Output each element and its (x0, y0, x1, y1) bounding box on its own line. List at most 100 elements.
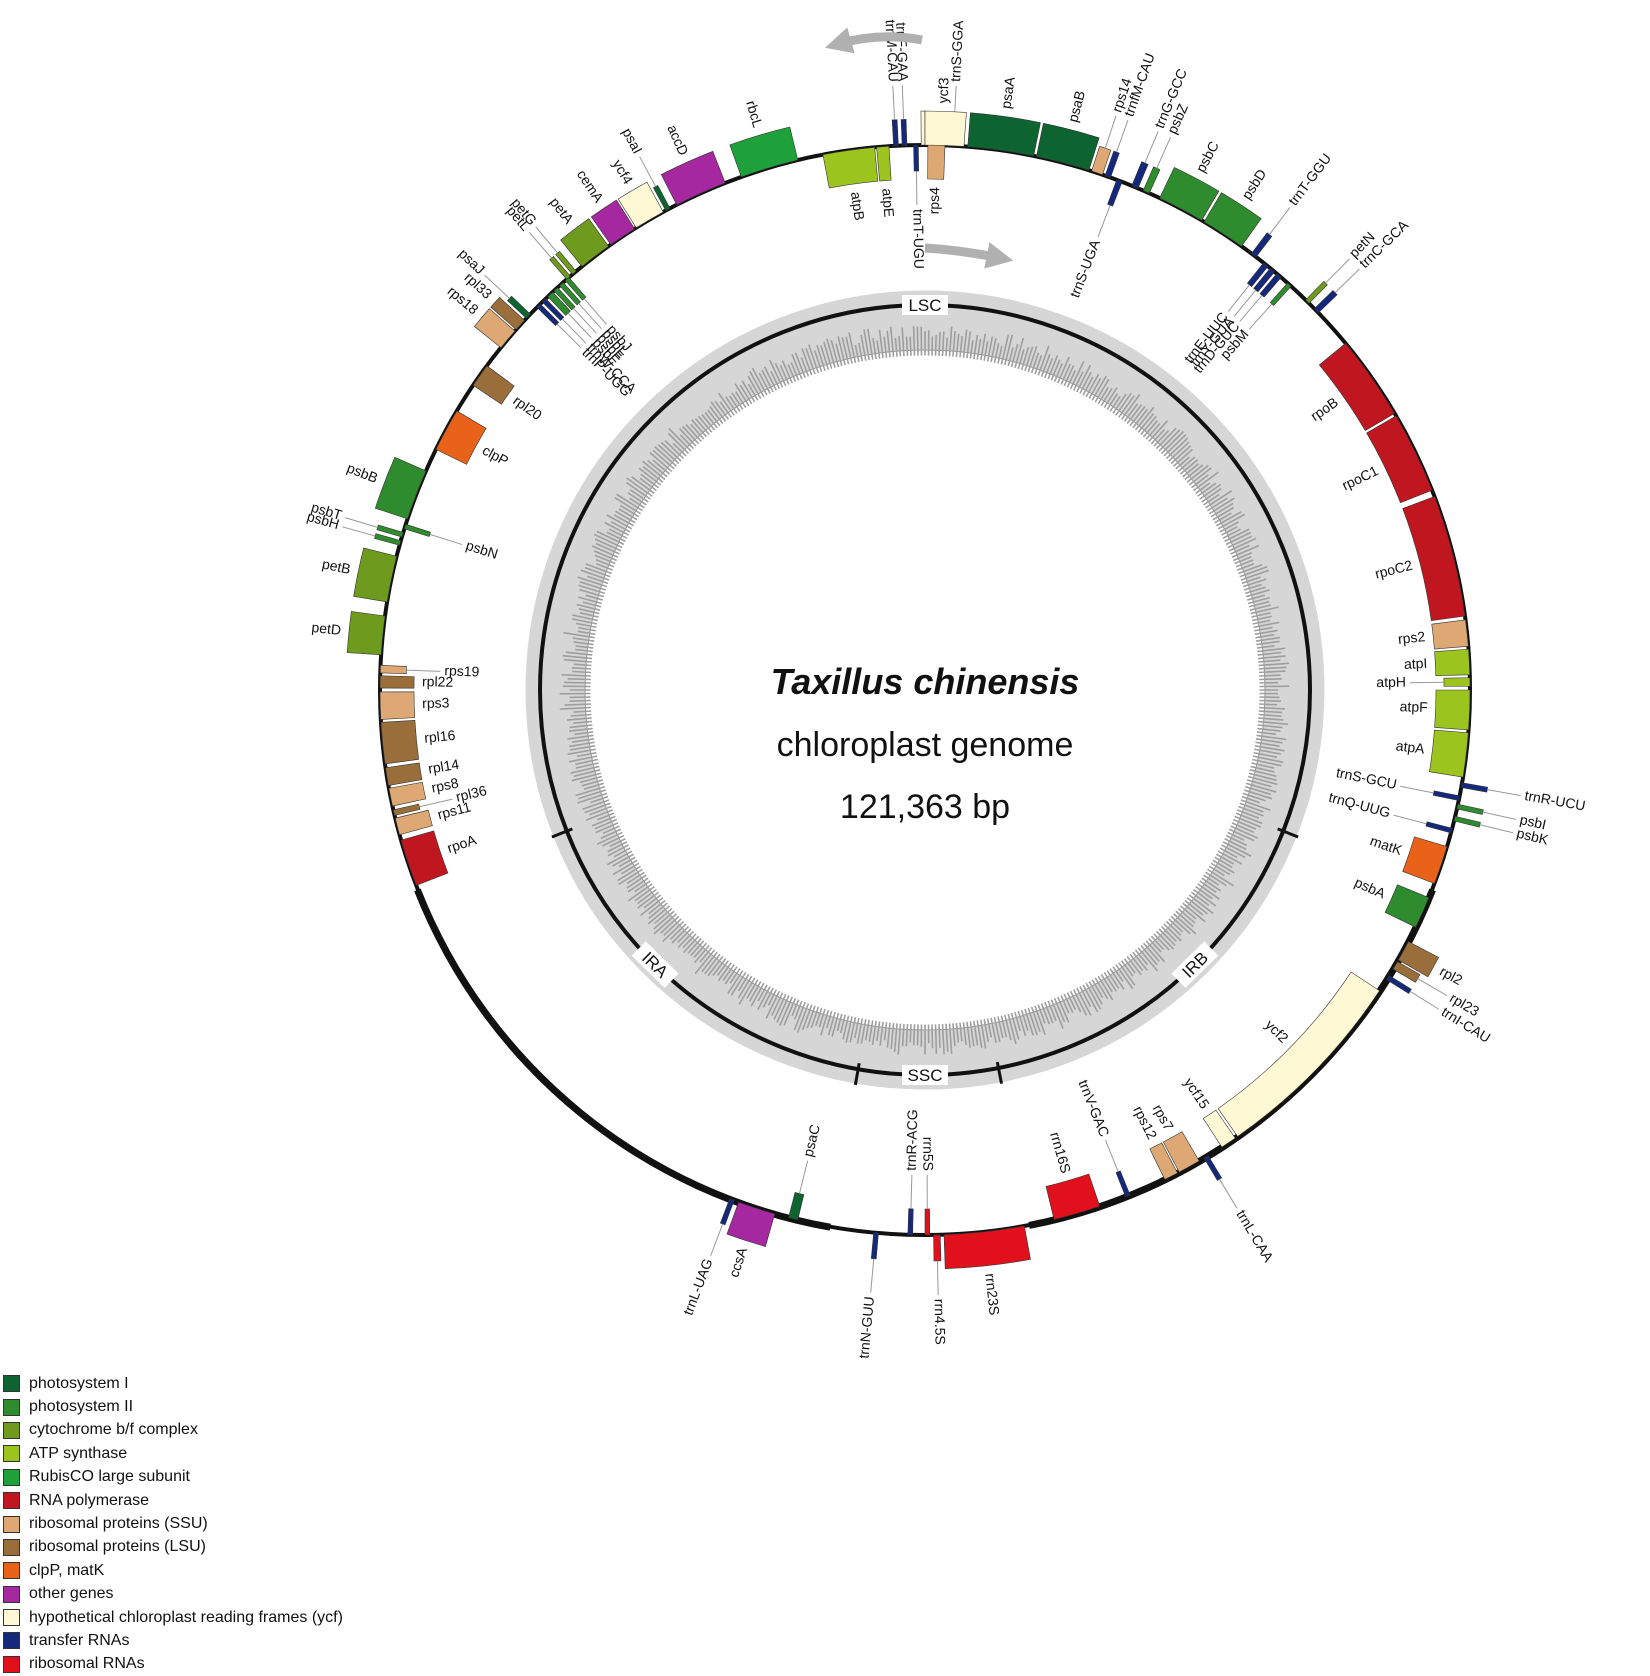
svg-text:psbD: psbD (1238, 166, 1269, 202)
gene-psbn: psbN (404, 524, 500, 562)
gene-matk: matK (1368, 832, 1447, 883)
gene-petd: petD (311, 611, 385, 654)
svg-text:psaI: psaI (619, 125, 646, 156)
legend-swatch (3, 1632, 20, 1649)
svg-text:atpF: atpF (1399, 698, 1428, 715)
svg-text:rrn5S: rrn5S (920, 1137, 936, 1171)
svg-text:petD: petD (311, 619, 342, 638)
svg-text:rpl16: rpl16 (423, 727, 456, 746)
legend-item-5: RNA polymerase (3, 1489, 343, 1512)
svg-text:atpH: atpH (1376, 674, 1406, 690)
gene-rps3: rps3 (380, 692, 450, 720)
gene-rrn23s: rrn23S (944, 1226, 1030, 1316)
svg-text:trnF-GAA: trnF-GAA (893, 22, 911, 82)
gene-trnt-ugu: trnT-UGU (910, 145, 927, 269)
direction-arrow-inner (925, 248, 1000, 258)
svg-text:ycf2: ycf2 (1262, 1016, 1292, 1046)
legend-item-7: ribosomal proteins (LSU) (3, 1536, 343, 1559)
gene-psaa: psaA (968, 75, 1041, 156)
legend-item-1: photosystem II (3, 1395, 343, 1418)
gene-category-legend: photosystem I photosystem II cytochrome b/… (3, 1372, 343, 1676)
svg-text:rpoA: rpoA (445, 831, 479, 856)
legend-label: ribosomal RNAs (29, 1655, 145, 1673)
svg-text:trnL-UAG: trnL-UAG (680, 1256, 716, 1317)
svg-text:ycf4: ycf4 (610, 157, 637, 187)
svg-text:trnR-ACG: trnR-ACG (903, 1109, 921, 1171)
legend-swatch (3, 1445, 20, 1462)
gene-clpp: clpP (436, 411, 511, 469)
gene-atpf: atpF (1399, 690, 1470, 730)
legend-item-3: ATP synthase (3, 1442, 343, 1465)
svg-text:rpoC1: rpoC1 (1339, 462, 1380, 493)
legend-item-9: other genes (3, 1583, 343, 1606)
legend-label: other genes (29, 1585, 114, 1603)
svg-text:rpoB: rpoB (1307, 394, 1340, 424)
svg-text:petA: petA (547, 194, 578, 227)
gene-atpa: atpA (1395, 730, 1468, 777)
region-label-ssc: SSC (902, 1065, 948, 1085)
legend-swatch (3, 1399, 20, 1416)
legend-item-10: hypothetical chloroplast reading frames … (3, 1606, 343, 1629)
legend-swatch (3, 1656, 20, 1673)
legend-label: RubisCO large subunit (29, 1468, 190, 1486)
svg-text:psbN: psbN (464, 537, 500, 562)
gene-rrn5s: rrn5S (920, 1137, 936, 1235)
gene-rpl20: rpl20 (473, 366, 545, 423)
svg-text:rpoC2: rpoC2 (1373, 557, 1414, 582)
gene-atph: atpH (1376, 674, 1470, 690)
legend-label: ribosomal proteins (LSU) (29, 1538, 206, 1556)
svg-text:ccsA: ccsA (725, 1245, 750, 1279)
gene-psba: psbA (1352, 874, 1429, 927)
svg-text:atpB: atpB (848, 191, 868, 222)
legend-label: photosystem II (29, 1398, 133, 1416)
legend-item-11: transfer RNAs (3, 1629, 343, 1652)
legend-label: clpP, matK (29, 1562, 104, 1580)
legend-item-0: photosystem I (3, 1372, 343, 1395)
svg-text:SSC: SSC (908, 1066, 943, 1085)
gene-accd: accD (661, 122, 725, 205)
legend-swatch (3, 1516, 20, 1533)
gene-ycf2: ycf2 (1218, 972, 1379, 1136)
svg-text:trnQ-UUG: trnQ-UUG (1327, 789, 1392, 821)
legend-label: transfer RNAs (29, 1632, 129, 1650)
gene-rpl2: rpl2 (1398, 942, 1465, 989)
svg-text:LSC: LSC (908, 296, 941, 315)
legend-item-2: cytochrome b/f complex (3, 1419, 343, 1442)
gene-psac: psaC (789, 1123, 824, 1220)
gene-ycf3: ycf3 (921, 77, 966, 146)
svg-text:trnT-GGU: trnT-GGU (1285, 150, 1334, 208)
legend-swatch (3, 1422, 20, 1439)
svg-text:petB: petB (321, 555, 352, 577)
svg-text:rps3: rps3 (422, 694, 450, 711)
gene-peta: petA (547, 194, 609, 266)
legend-label: hypothetical chloroplast reading frames … (29, 1609, 343, 1627)
svg-text:psaC: psaC (800, 1123, 823, 1159)
legend-label: ribosomal proteins (SSU) (29, 1515, 208, 1533)
gene-rrn16s: rrn16S (1046, 1130, 1100, 1219)
gene-ccsa: ccsA (725, 1202, 774, 1279)
gene-rpl22: rpl22 (380, 673, 454, 689)
legend-label: cytochrome b/f complex (29, 1421, 198, 1439)
svg-text:trnL-CAA: trnL-CAA (1233, 1207, 1277, 1265)
svg-text:psaB: psaB (1064, 89, 1088, 124)
legend-swatch (3, 1609, 20, 1626)
svg-text:atpA: atpA (1395, 737, 1426, 756)
legend-swatch (3, 1586, 20, 1603)
region-label-lsc: LSC (902, 295, 948, 315)
svg-text:rpl2: rpl2 (1437, 963, 1465, 988)
gene-rbcl: rbcL (730, 99, 798, 177)
legend-swatch (3, 1492, 20, 1509)
gene-trnl-caa: trnL-CAA (1204, 1156, 1277, 1265)
svg-text:rrn23S: rrn23S (982, 1272, 1002, 1316)
gene-atpe: atpE (877, 146, 898, 218)
gene-trnr-acg: trnR-ACG (903, 1109, 921, 1235)
svg-text:rpl36: rpl36 (454, 782, 488, 805)
gene-trnd-guc: trnD-GUC (1190, 274, 1281, 376)
gene-psbb: psbB (345, 457, 426, 519)
svg-text:matK: matK (1368, 832, 1405, 858)
gene-rpob: rpoB (1307, 343, 1394, 430)
svg-text:trnV-GAC: trnV-GAC (1076, 1077, 1113, 1139)
svg-text:rpl20: rpl20 (510, 392, 545, 423)
legend-item-6: ribosomal proteins (SSU) (3, 1512, 343, 1535)
gene-trnn-guu: trnN-GUU (855, 1233, 878, 1360)
